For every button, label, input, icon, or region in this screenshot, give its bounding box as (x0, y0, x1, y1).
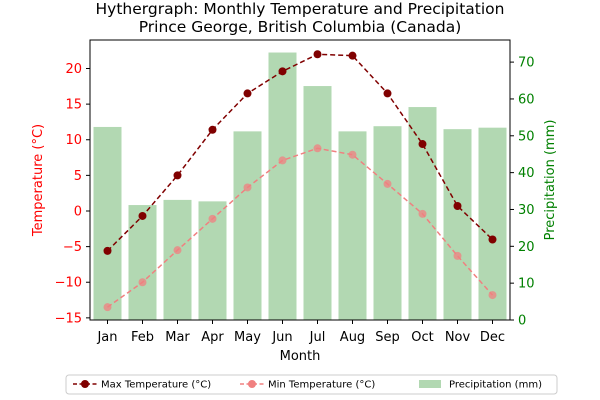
min-temperature-point (138, 278, 147, 287)
x-tick-label: Aug (340, 330, 365, 345)
y-right-tick-label: 70 (518, 56, 535, 71)
y-left-tick-label: 0 (74, 204, 82, 219)
precipitation-bar (373, 126, 402, 320)
x-tick-label: Jan (96, 330, 117, 345)
precipitation-bar (303, 86, 332, 320)
y-axis-right-label: Precipitation (mm) (543, 120, 558, 241)
max-temperature-point (278, 67, 287, 76)
legend-swatch-precipitation (419, 380, 441, 388)
min-temperature-point (418, 209, 427, 218)
max-temperature-point (208, 125, 217, 134)
y-right-tick-label: 30 (518, 203, 535, 218)
legend-marker-min-temp (248, 380, 256, 388)
y-right-tick-label: 0 (518, 314, 526, 329)
x-tick-label: Mar (165, 330, 190, 345)
y-axis-left-label: Temperature (°C) (31, 124, 46, 237)
x-tick-label: Feb (131, 330, 154, 345)
max-temperature-point (313, 50, 322, 59)
chart-title: Hythergraph: Monthly Temperature and Pre… (96, 0, 505, 18)
precipitation-bar (163, 199, 192, 320)
y-right-tick-label: 10 (518, 277, 535, 292)
legend-label-precipitation: Precipitation (mm) (449, 380, 542, 391)
max-temperature-point (453, 202, 462, 211)
x-axis-label: Month (280, 349, 321, 364)
min-temperature-point (348, 150, 357, 159)
y-right-tick-label: 60 (518, 92, 535, 107)
y-left-tick-label: 5 (74, 169, 82, 184)
x-tick-label: Oct (411, 330, 433, 345)
min-temperature-line (107, 147, 494, 308)
precipitation-bar (338, 131, 367, 320)
precipitation-bar (478, 127, 507, 321)
precipitation-bar (233, 131, 262, 320)
precipitation-bar (443, 129, 472, 320)
x-tick-label: Sep (375, 330, 400, 345)
y-left-tick-label: −10 (55, 276, 82, 291)
min-temperature-point (278, 156, 287, 165)
temperature-lines (103, 50, 497, 312)
x-tick-label: Jul (309, 330, 326, 345)
precipitation-bar (268, 52, 297, 321)
plot-frame (89, 39, 511, 321)
min-temperature-point (103, 303, 112, 312)
y-left-tick-label: 15 (65, 98, 82, 113)
min-temperature-point (313, 144, 322, 153)
max-temperature-point (103, 246, 112, 255)
y-right-tick-label: 50 (518, 129, 535, 144)
y-right-tick-label: 40 (518, 166, 535, 181)
max-temperature-point (383, 89, 392, 98)
legend: Max Temperature (°C) Min Temperature (°C… (65, 374, 558, 395)
x-tick-label: Nov (445, 330, 471, 345)
min-temperature-point (383, 179, 392, 188)
x-tick-label: Jun (271, 330, 292, 345)
x-tick-label: Apr (201, 330, 224, 345)
max-temperature-point (243, 89, 252, 98)
precipitation-bar (128, 205, 157, 320)
legend-box (65, 374, 558, 395)
y-left-tick-label: −5 (63, 240, 82, 255)
max-temperature-point (138, 211, 147, 220)
min-temperature-point (488, 291, 497, 300)
max-temperature-point (488, 235, 497, 244)
max-temperature-point (348, 51, 357, 60)
chart-subtitle: Prince George, British Columbia (Canada) (139, 18, 462, 36)
precipitation-bars (93, 52, 507, 321)
x-tick-label: Dec (480, 330, 505, 345)
min-temperature-point (208, 214, 217, 223)
max-temperature-line (106, 53, 494, 252)
max-temperature-point (173, 171, 182, 180)
precipitation-bar (93, 126, 122, 321)
min-temperature-point (243, 183, 252, 192)
y-left-tick-label: −15 (55, 311, 82, 326)
min-temperature-point (453, 251, 462, 260)
min-temperature-point (173, 246, 182, 255)
max-temperature-point (418, 140, 427, 149)
legend-label-min-temp: Min Temperature (°C) (268, 380, 375, 391)
axes: Jan Feb Mar Apr May Jun Jul Aug Sep Oct Nov Dec −15 −… (55, 56, 535, 345)
y-right-tick-label: 20 (518, 240, 535, 255)
y-left-tick-label: 10 (65, 133, 82, 148)
legend-label-max-temp: Max Temperature (°C) (101, 380, 211, 391)
x-tick-label: May (234, 330, 261, 345)
y-left-tick-label: 20 (65, 62, 82, 77)
legend-marker-max-temp (81, 380, 89, 388)
